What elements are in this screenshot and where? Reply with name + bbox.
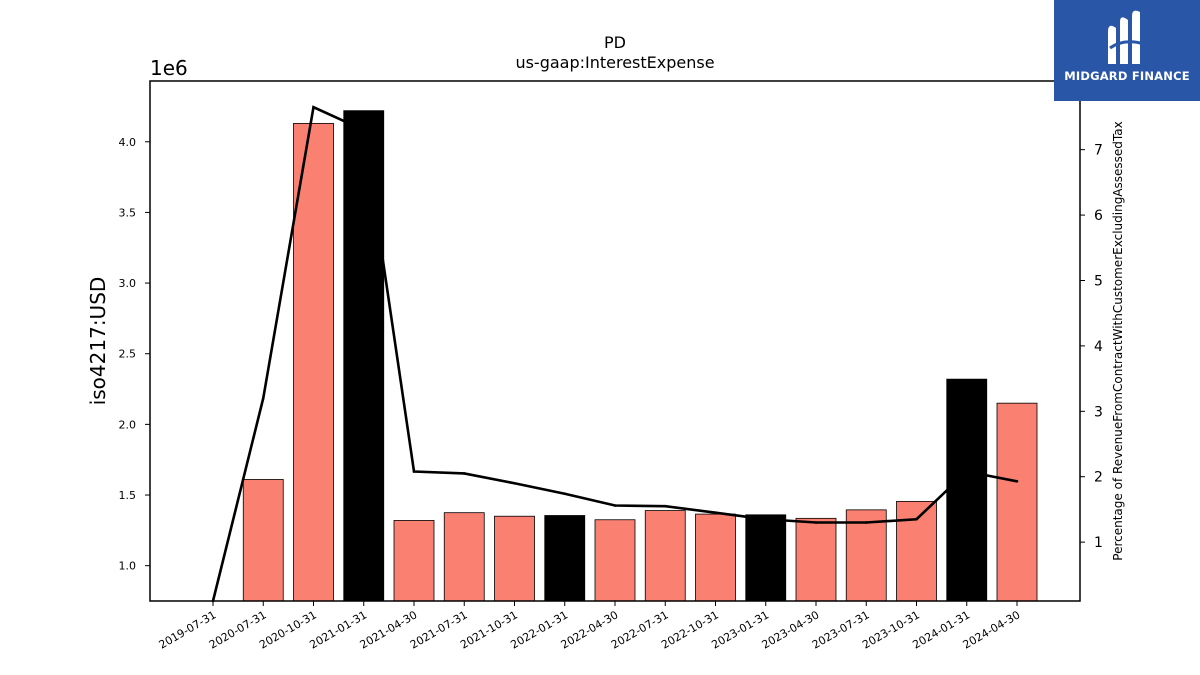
bar-2023-01-31	[745, 514, 787, 602]
line-point-2021-01-31	[362, 128, 366, 132]
logo-text: MIDGARD FINANCE	[1064, 69, 1190, 83]
bar-2023-04-30	[795, 517, 837, 602]
y-tick-label: 1.5	[119, 489, 137, 502]
y-axis-label: iso4217:USD	[86, 277, 110, 406]
y-tick-label: 3.0	[119, 277, 137, 290]
y2-tick-label: 3	[1094, 404, 1103, 420]
y-tick-label: 1.0	[119, 560, 137, 573]
y2-axis-label: Percentage of RevenueFromContractWithCus…	[1111, 121, 1125, 560]
line-point-2021-10-31	[513, 481, 516, 485]
bars-layer	[242, 110, 1038, 602]
bar-2022-04-30	[594, 519, 636, 602]
line-point-2021-07-31	[462, 472, 466, 475]
y2-tick-label: 2	[1094, 470, 1103, 486]
bar-2024-04-30	[996, 402, 1038, 602]
y2-tick-label: 5	[1094, 273, 1103, 289]
line-point-2024-04-30	[1015, 480, 1019, 483]
line-point-2023-04-30	[814, 521, 818, 524]
bar-2023-10-31	[896, 500, 937, 602]
y2-tick-label: 4	[1094, 339, 1103, 355]
y2-tick-label: 6	[1094, 208, 1103, 224]
line-point-2023-10-31	[915, 517, 918, 521]
y-tick-label: 3.5	[119, 206, 137, 219]
y-tick-label: 4.0	[119, 136, 137, 149]
line-point-2022-04-30	[613, 504, 617, 507]
midgard-m-logo-icon	[1108, 10, 1145, 65]
line-point-2022-10-31	[714, 511, 717, 514]
y-axis-multiplier: 1e6	[150, 56, 188, 80]
chart-title: PD	[604, 33, 626, 52]
y2-tick-label: 7	[1094, 143, 1103, 159]
x-tick-label: 2024-04-30	[961, 608, 1023, 651]
line-point-2023-07-31	[864, 521, 868, 524]
y-tick-label: 2.0	[119, 418, 137, 431]
line-point-2022-01-31	[563, 492, 567, 496]
chart-subtitle: us-gaap:InterestExpense	[515, 53, 714, 72]
bar-2023-07-31	[845, 509, 887, 602]
bar-2022-10-31	[695, 513, 736, 602]
midgard-finance-logo: MIDGARD FINANCE	[1054, 0, 1200, 101]
bar-2021-07-31	[443, 512, 485, 602]
line-point-2024-01-31	[965, 470, 969, 473]
line-point-2022-07-31	[663, 504, 667, 508]
line-point-2020-07-31	[261, 396, 265, 400]
bar-2022-01-31	[544, 515, 586, 602]
bar-2024-01-31	[946, 378, 988, 602]
bar-2020-07-31	[242, 479, 284, 602]
line-point-2023-01-31	[764, 517, 768, 521]
bar-2021-01-31	[343, 110, 385, 602]
bar-2020-10-31	[293, 122, 334, 602]
bar-2021-10-31	[494, 515, 535, 602]
y2-tick-label: 1	[1094, 535, 1103, 551]
line-point-2020-10-31	[312, 105, 315, 109]
y-tick-label: 2.5	[119, 348, 137, 361]
line-point-2021-04-30	[412, 470, 416, 473]
bar-2021-04-30	[393, 520, 435, 602]
bar-2022-07-31	[644, 510, 686, 602]
